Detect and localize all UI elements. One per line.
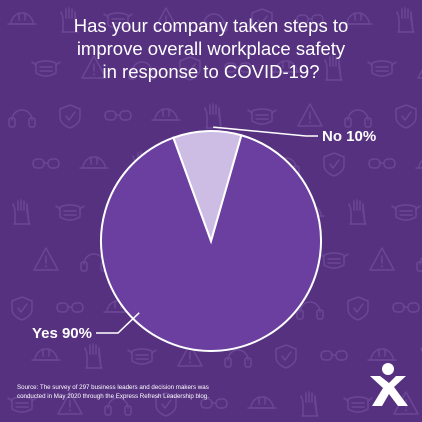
ear-protection-icon <box>128 61 156 80</box>
face-mask-icon <box>247 108 277 125</box>
face-mask-icon <box>127 348 157 365</box>
ear-protection-icon <box>224 349 252 368</box>
title-line: improve overall workplace safety <box>76 38 346 59</box>
shield-icon <box>323 152 345 177</box>
goggles-icon <box>104 110 132 121</box>
warning-sign-icon <box>153 7 179 31</box>
warning-sign-icon <box>177 343 203 367</box>
goggles-icon <box>200 398 228 409</box>
pie-slice-no <box>172 130 243 245</box>
hardhat-icon <box>343 12 373 25</box>
face-mask-icon <box>7 396 37 413</box>
hardhat-icon <box>367 348 397 361</box>
hardhat-icon <box>151 108 181 121</box>
shield-icon <box>155 392 177 417</box>
express-logo-icon <box>370 363 408 406</box>
hardhat-icon <box>271 60 301 73</box>
ear-protection-icon <box>296 301 324 320</box>
warning-sign-icon <box>81 55 107 79</box>
goggles-icon <box>296 14 324 25</box>
face-mask-icon <box>367 60 397 77</box>
warning-sign-icon <box>57 391 83 415</box>
source-line: Source: The survey of 297 business leade… <box>17 384 209 391</box>
shield-icon <box>179 56 201 81</box>
ear-protection-icon <box>200 13 228 32</box>
ear-protection-icon <box>416 256 422 272</box>
glove-icon <box>396 7 415 33</box>
title-line: Has your company taken steps to <box>73 15 349 36</box>
goggles-icon <box>392 302 420 313</box>
source-line: conducted in May 2020 through the Expres… <box>17 393 209 400</box>
warning-sign-icon <box>33 247 59 271</box>
hardhat-icon <box>79 156 109 169</box>
hardhat-icon <box>31 348 61 361</box>
goggles-icon <box>320 350 348 361</box>
shield-icon <box>251 8 273 33</box>
face-mask-icon <box>391 204 421 221</box>
leader-line-no <box>213 126 318 137</box>
leader-line-yes <box>96 312 140 334</box>
glove-icon <box>300 391 319 417</box>
goggles-icon <box>56 302 84 313</box>
shield-icon <box>11 296 33 321</box>
ear-protection-icon <box>344 109 372 128</box>
glove-icon <box>84 343 103 369</box>
face-mask-icon <box>55 204 85 221</box>
glove-icon <box>348 199 367 225</box>
hardhat-icon <box>247 396 277 409</box>
data-label-yes: Yes 90% <box>32 325 92 342</box>
goggles-icon <box>368 158 396 169</box>
ear-protection-icon <box>104 397 132 416</box>
goggles-icon <box>224 62 252 73</box>
warning-sign-icon <box>297 103 323 127</box>
data-label-no: No 10% <box>322 128 376 145</box>
warning-sign-icon <box>369 247 395 271</box>
shield-icon <box>59 104 81 129</box>
source-note: Source: The survey of 297 business leade… <box>17 383 317 401</box>
hardhat-icon <box>415 159 422 169</box>
glove-icon <box>60 7 79 33</box>
shield-icon <box>395 104 417 129</box>
ear-protection-icon <box>8 109 36 128</box>
title-line: in response to COVID-19? <box>102 61 320 82</box>
goggles-icon <box>32 158 60 169</box>
face-mask-icon <box>103 12 133 29</box>
hardhat-icon <box>7 12 37 25</box>
glove-icon <box>12 199 31 225</box>
shield-icon <box>347 296 369 321</box>
glove-icon <box>324 55 343 81</box>
chart-title: Has your company taken steps to improve … <box>20 14 402 83</box>
shield-icon <box>275 344 297 369</box>
face-mask-icon <box>31 60 61 77</box>
face-mask-icon <box>343 396 373 413</box>
